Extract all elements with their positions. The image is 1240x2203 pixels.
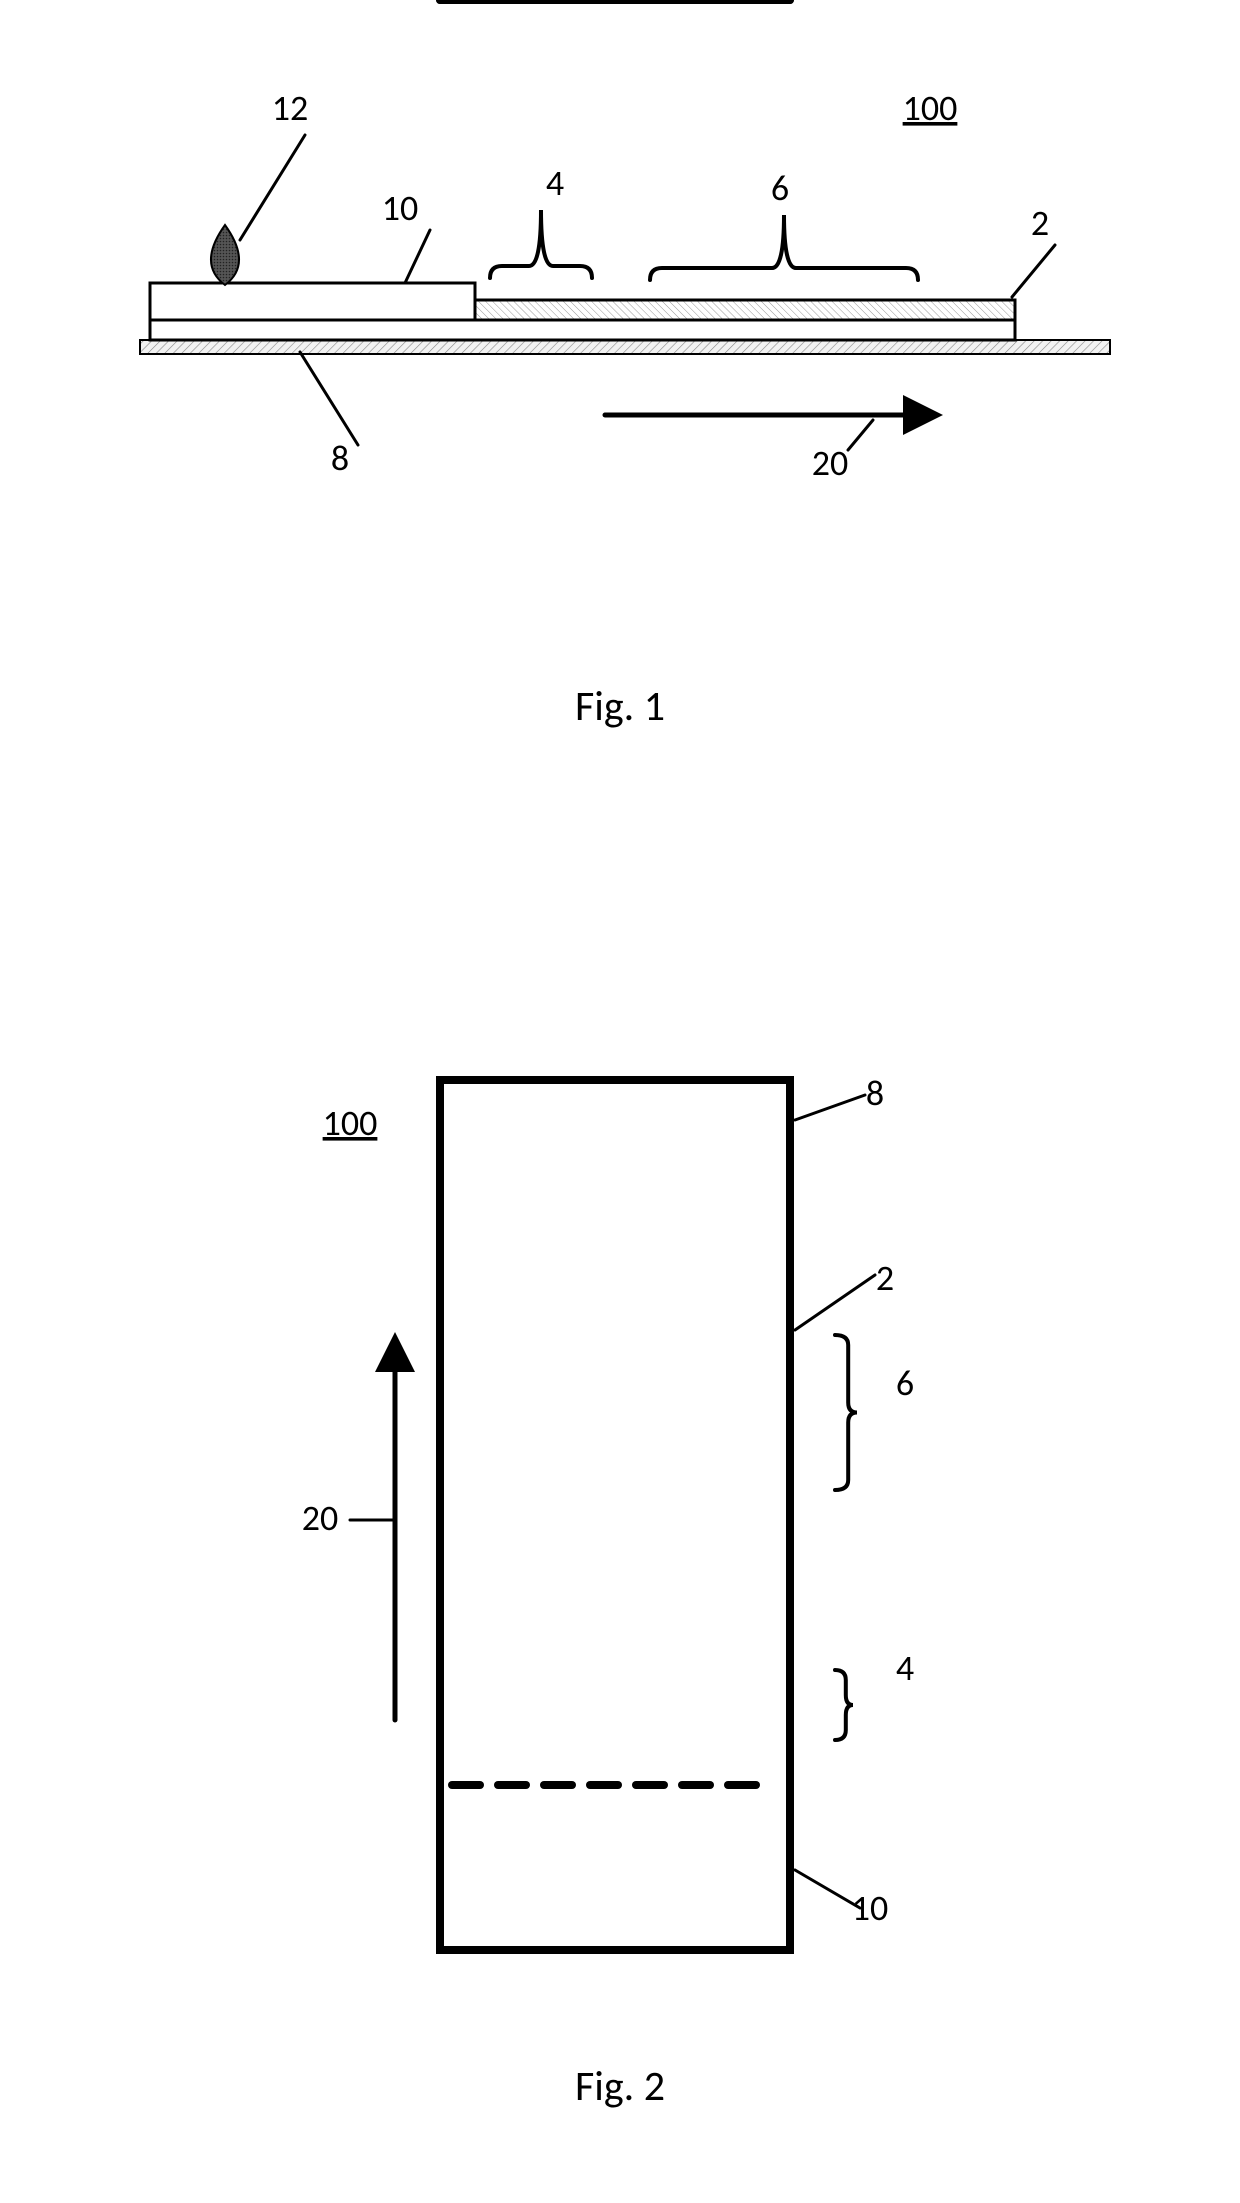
fig2-label-l6: 6 xyxy=(896,1361,914,1405)
leader-l20 xyxy=(848,420,873,450)
leader-l2 xyxy=(795,1275,875,1330)
droplet-icon xyxy=(211,225,239,285)
fig2-caption: Fig. 2 xyxy=(575,2061,665,2112)
brace xyxy=(490,210,592,278)
brace xyxy=(835,1335,857,1490)
fig1-caption: Fig. 1 xyxy=(575,681,665,732)
fig1-label-l2: 2 xyxy=(1031,201,1049,245)
leader-l10 xyxy=(405,230,430,283)
fig1-label-l4: 4 xyxy=(546,161,564,205)
fig1-label-l10: 10 xyxy=(382,186,419,230)
fig2-label-l4: 4 xyxy=(896,1646,914,1690)
fig1-label-l100: 100 xyxy=(903,86,958,130)
brace xyxy=(650,215,918,280)
leader-l8 xyxy=(795,1095,865,1120)
fig2-label-l20: 20 xyxy=(302,1496,339,1540)
fig2-label-l2: 2 xyxy=(876,1256,894,1300)
fig1-label-l20: 20 xyxy=(812,441,849,485)
leader-l8 xyxy=(300,352,358,445)
leader-l10 xyxy=(795,1870,860,1908)
brace xyxy=(835,1670,853,1740)
leader-l2 xyxy=(1012,245,1055,297)
fig2-label-l10: 10 xyxy=(852,1886,889,1930)
fig1-label-l12: 12 xyxy=(272,86,309,130)
fig1-label-l6: 6 xyxy=(771,166,789,210)
fig2-label-l100: 100 xyxy=(323,1101,378,1145)
leader-l12 xyxy=(240,135,305,240)
device-outline xyxy=(440,1080,790,1950)
fig1-label-l8: 8 xyxy=(331,436,349,480)
fig2-label-l8: 8 xyxy=(866,1071,884,1115)
